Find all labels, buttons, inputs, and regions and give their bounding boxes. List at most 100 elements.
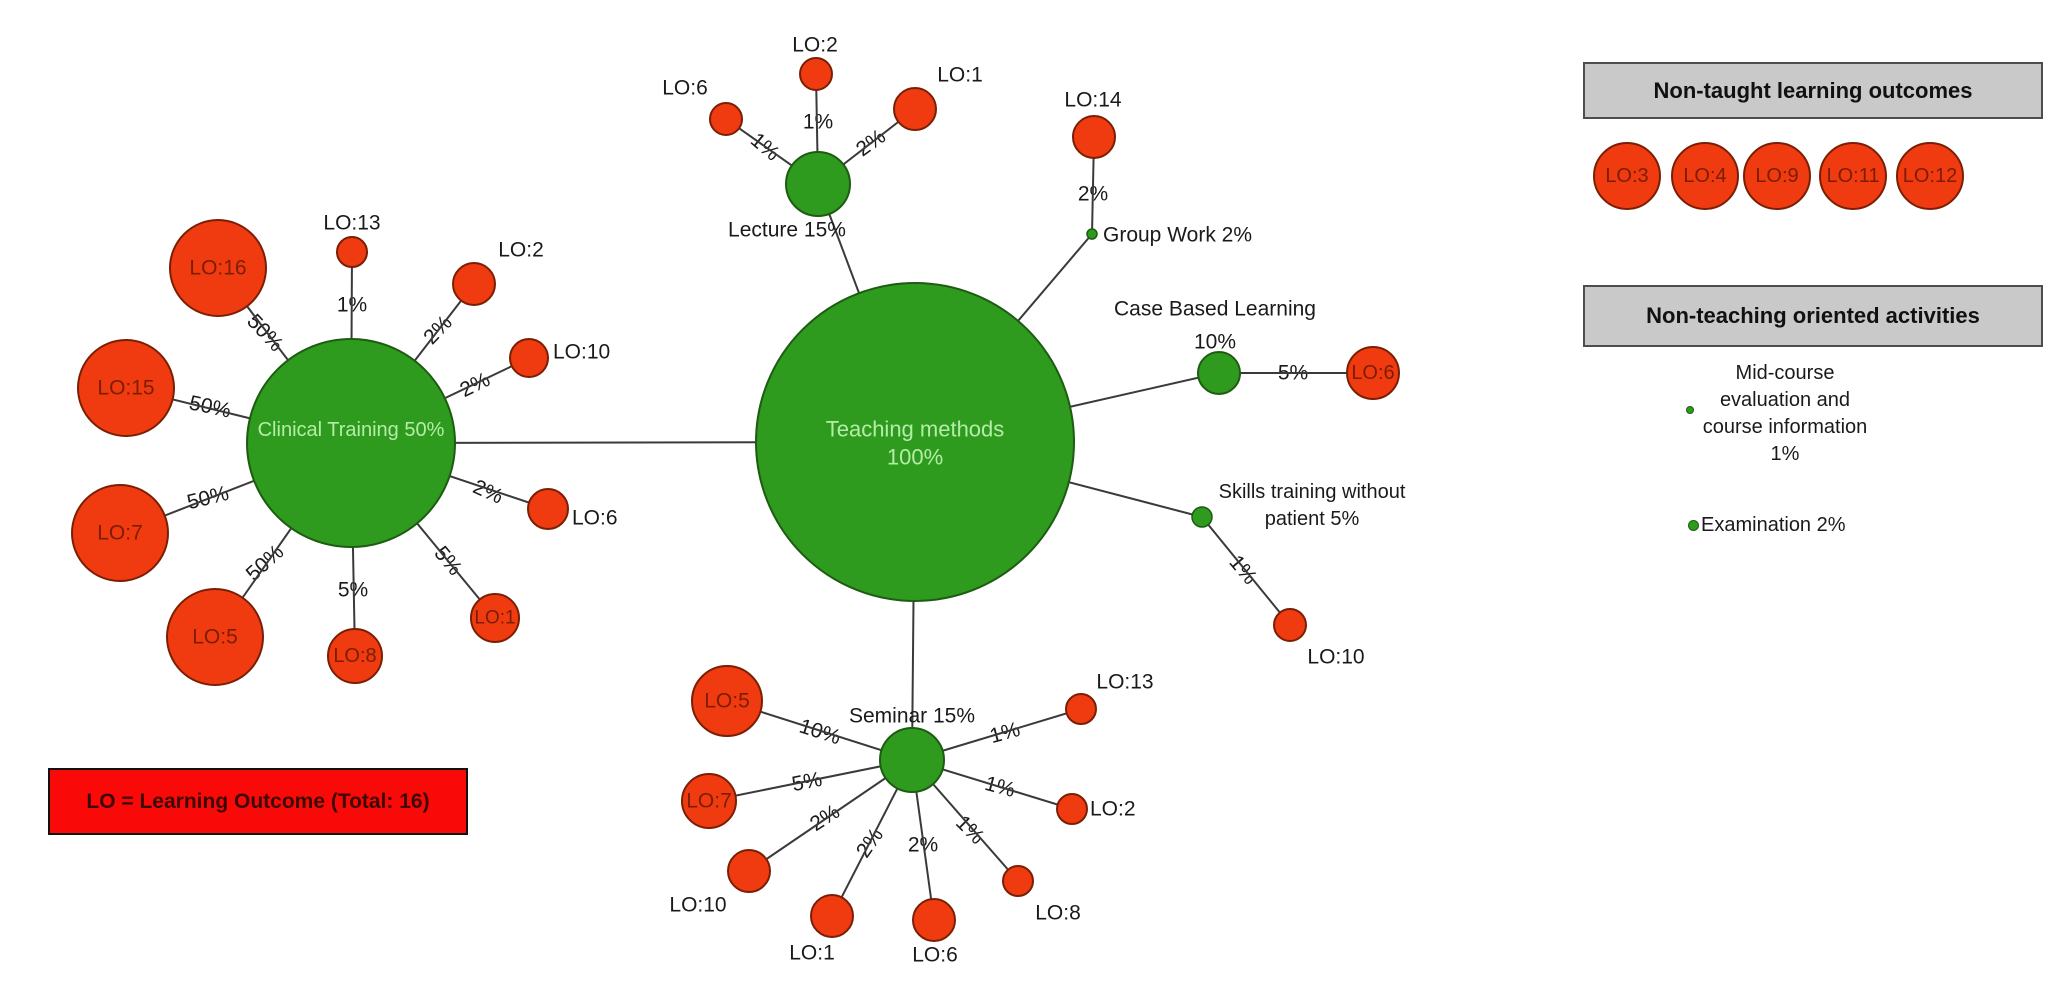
node-label-cbl6: LO:6	[1351, 362, 1394, 384]
node-label-c2: LO:2	[498, 239, 544, 262]
learning-outcome-node-c16	[169, 219, 267, 317]
node-label-se6: LO:6	[912, 944, 958, 967]
non-teaching-legend-title: Non-teaching oriented activities	[1646, 303, 1980, 328]
non-taught-lo-label: LO:9	[1755, 164, 1799, 187]
non-taught-lo-circle: LO:3	[1593, 142, 1661, 210]
mid-course-item: Mid-course evaluation and course informa…	[1655, 360, 1915, 468]
learning-outcome-node-c8	[327, 628, 383, 684]
edge-skills-s10	[1201, 516, 1291, 626]
activity-dot-node-skills	[1191, 506, 1213, 528]
node-label-s10: LO:10	[1307, 646, 1364, 669]
non-taught-lo-label: LO:3	[1605, 164, 1649, 187]
learning-outcome-node-s5	[691, 665, 763, 737]
learning-outcome-node-c6	[527, 488, 569, 530]
node-label-c5: LO:5	[192, 626, 238, 649]
method-node-cbl	[1197, 351, 1241, 395]
node-label-l2: LO:2	[792, 34, 838, 57]
lo-abbreviation-note: LO = Learning Outcome (Total: 16)	[48, 768, 468, 835]
node-label-l6: LO:6	[662, 77, 708, 100]
node-label-c1: LO:1	[474, 608, 515, 629]
edge-label-seminar-s5: 10%	[796, 715, 843, 750]
learning-outcome-node-lo14	[1072, 115, 1116, 159]
node-label-se1: LO:1	[789, 942, 835, 965]
non-teaching-legend-header: Non-teaching oriented activities	[1583, 285, 2043, 347]
mid-course-line: evaluation and	[1719, 389, 1851, 411]
non-taught-legend-title: Non-taught learning outcomes	[1653, 77, 1973, 103]
node-label-lo14: LO:14	[1064, 89, 1122, 112]
method-node-clinical	[246, 338, 456, 548]
node-label-seminar: Seminar 15%	[849, 705, 975, 728]
edge-seminar-s7	[708, 759, 913, 802]
node-label-cbl: 10%	[1194, 331, 1236, 354]
non-taught-lo-circle: LO:12	[1896, 142, 1964, 210]
non-taught-lo-circle: LO:4	[1671, 142, 1739, 210]
activity-dot-node-gw	[1086, 228, 1098, 240]
edge-label-clinical-c6: 2%	[469, 475, 506, 508]
learning-outcome-node-se2	[1056, 793, 1088, 825]
learning-outcome-node-cbl6	[1346, 346, 1400, 400]
method-node-teaching	[755, 282, 1075, 602]
node-label-c15: LO:15	[97, 377, 154, 400]
node-label-se8: LO:8	[1035, 902, 1081, 925]
node-label-se10: LO:10	[669, 894, 726, 917]
mid-course-dot-icon	[1686, 406, 1694, 414]
node-label-c6: LO:6	[572, 507, 618, 530]
learning-outcome-node-se10	[727, 849, 771, 893]
learning-outcome-node-c13	[336, 236, 368, 268]
learning-outcome-node-se1	[810, 894, 854, 938]
examination-item: Examination 2%	[1701, 514, 1846, 536]
node-label-c16: LO:16	[189, 257, 246, 280]
method-node-seminar	[879, 727, 945, 793]
lo-abbreviation-note-text: LO = Learning Outcome (Total: 16)	[86, 789, 430, 813]
learning-outcome-node-l1	[893, 87, 937, 131]
learning-outcome-node-s7	[681, 773, 737, 829]
learning-outcome-node-l6	[709, 102, 743, 136]
method-node-lecture	[785, 151, 851, 217]
learning-outcome-node-se13	[1065, 693, 1097, 725]
learning-outcome-node-c10	[509, 338, 549, 378]
node-label-c13: LO:13	[323, 212, 380, 235]
learning-outcome-node-se6	[912, 898, 956, 942]
node-label-se13: LO:13	[1096, 671, 1153, 694]
examination-dot-icon	[1688, 520, 1699, 531]
node-label-gw: Group Work 2%	[1103, 224, 1252, 247]
learning-outcome-node-s10	[1273, 608, 1307, 642]
node-label-skills: patient 5%	[1265, 508, 1360, 530]
node-label-clinical: Clinical Training 50%	[258, 419, 445, 441]
node-label-l1: LO:1	[937, 64, 983, 87]
non-taught-lo-label: LO:4	[1683, 164, 1727, 187]
node-label-s5: LO:5	[704, 690, 750, 713]
learning-outcome-node-c5	[166, 588, 264, 686]
edge-label-lecture-l2: 1%	[803, 111, 833, 134]
node-label-skills: Skills training without	[1219, 481, 1406, 503]
non-taught-lo-label: LO:12	[1902, 164, 1958, 187]
non-taught-lo-label: LO:11	[1826, 164, 1880, 187]
learning-outcome-node-l2	[799, 57, 833, 91]
edge-label-seminar-se8: 1%	[951, 811, 989, 849]
node-label-se2: LO:2	[1090, 798, 1136, 821]
node-label-c10: LO:10	[553, 341, 610, 364]
node-label-c7: LO:7	[97, 522, 143, 545]
edge-label-clinical-c5: 50%	[242, 540, 289, 585]
mid-course-line: 1%	[1770, 443, 1800, 465]
edge-label-seminar-se13: 1%	[987, 718, 1022, 748]
learning-outcome-node-c2	[452, 262, 496, 306]
edge-label-seminar-se10: 2%	[806, 800, 844, 836]
learning-outcome-node-c1	[470, 593, 520, 643]
learning-outcome-node-c15	[77, 339, 175, 437]
node-label-c8: LO:8	[333, 645, 376, 667]
non-taught-lo-circle: LO:9	[1743, 142, 1811, 210]
learning-outcome-node-c7	[71, 484, 169, 582]
non-taught-lo-circle: LO:11	[1819, 142, 1887, 210]
edge-label-clinical-c15: 50%	[187, 391, 233, 422]
node-label-cbl: Case Based Learning	[1114, 298, 1316, 321]
learning-outcome-node-se8	[1002, 865, 1034, 897]
node-label-s7: LO:7	[686, 790, 732, 813]
edge-label-clinical-c10: 2%	[456, 368, 493, 402]
mid-course-line: course information	[1702, 416, 1868, 438]
non-taught-legend-header: Non-taught learning outcomes	[1583, 62, 2043, 119]
node-label-teaching: 100%	[887, 445, 943, 470]
node-label-teaching: Teaching methods	[826, 417, 1005, 442]
